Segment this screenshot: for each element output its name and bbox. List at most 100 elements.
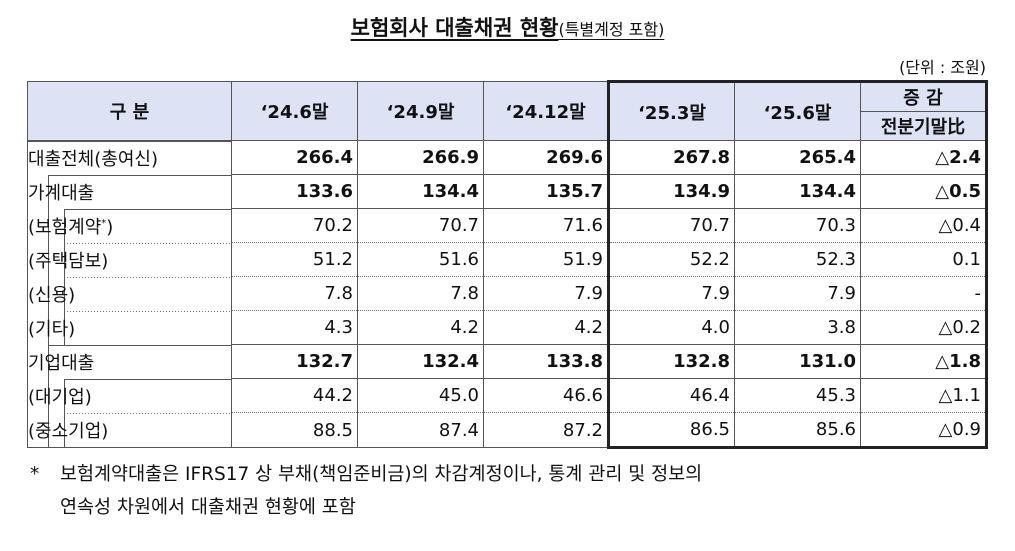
cell-period-0: 133.6 (231, 174, 358, 209)
footnote: * 보험계약대출은 IFRS17 상 부채(책임준비금)의 차감계정이나, 통계 … (30, 458, 1000, 524)
table-row: (대기업) 44.2 45.0 46.6 46.4 45.3 △1.1 (27, 378, 988, 413)
row-label: 대출전체(총여신) (27, 140, 232, 175)
cell-period-0: 266.4 (231, 140, 358, 175)
cell-period-2: 135.7 (483, 174, 609, 209)
cell-period-3: 52.2 (607, 242, 735, 277)
cell-change: △1.8 (860, 344, 988, 379)
cell-period-4: 70.3 (734, 208, 861, 243)
row-label: 기업대출 (27, 344, 232, 379)
cell-period-1: 45.0 (357, 378, 484, 413)
row-label-text: 대출전체(총여신) (28, 148, 158, 170)
table-row: (신용) 7.8 7.8 7.9 7.9 7.9- (27, 276, 988, 311)
unit-label: (단위 : 조원) (899, 58, 986, 77)
cell-period-1: 4.2 (357, 310, 484, 345)
cell-period-2: 51.9 (483, 242, 609, 277)
footnote-marker: * (30, 464, 40, 485)
cell-period-4: 134.4 (734, 174, 861, 209)
row-label: (주택담보) (27, 242, 232, 277)
cell-period-1: 132.4 (357, 344, 484, 379)
table-row: 기업대출 132.7 132.4 133.8 132.8 131.0 △1.8 (27, 344, 988, 379)
cell-period-2: 87.2 (483, 412, 609, 448)
row-label: (신용) (27, 276, 232, 311)
cell-period-3: 86.5 (607, 412, 735, 449)
row-label-text: (중소기업) (28, 420, 109, 442)
row-label: (기타) (27, 310, 232, 345)
row-label: 가계대출 (27, 174, 232, 209)
table-row: (기타) 4.3 4.2 4.2 4.0 3.8 △0.2 (27, 310, 988, 345)
row-label-text: (주택담보) (28, 250, 109, 272)
cell-period-3: 4.0 (607, 310, 735, 345)
footnote-ref: * (101, 217, 107, 229)
cell-change: △0.5 (860, 174, 988, 209)
row-label-text: (기타) (28, 318, 76, 340)
cell-period-4: 131.0 (734, 344, 861, 379)
header-change-sub: 전분기말比 (860, 111, 988, 141)
header-period-1: ‘24.9말 (357, 81, 484, 141)
table-row: (보험계약*) 70.2 70.7 71.6 70.7 70.3 △0.4 (27, 208, 988, 243)
cell-period-0: 51.2 (231, 242, 358, 277)
cell-change: △1.1 (860, 378, 988, 413)
cell-period-3: 7.9 (607, 276, 735, 311)
cell-change: △2.4 (860, 140, 988, 175)
title-main: 보험회사 대출채권 현황 (350, 16, 559, 40)
footnote-line-1: 보험계약대출은 IFRS17 상 부채(책임준비금)의 차감계정이나, 통계 관… (60, 464, 703, 485)
cell-period-2: 71.6 (483, 208, 609, 243)
cell-period-1: 51.6 (357, 242, 484, 277)
cell-change: △0.2 (860, 310, 988, 345)
row-label: (대기업) (27, 378, 232, 413)
cell-period-4: 7.9 (734, 276, 861, 311)
cell-period-1: 70.7 (357, 208, 484, 243)
header-period-2: ‘24.12말 (483, 81, 609, 141)
table-row: (주택담보) 51.2 51.6 51.9 52.2 52.3 0.1 (27, 242, 988, 277)
header-period-3: ‘25.3말 (607, 80, 735, 141)
cell-period-1: 134.4 (357, 174, 484, 209)
cell-period-0: 44.2 (231, 378, 358, 413)
cell-period-3: 46.4 (607, 378, 735, 413)
cell-period-1: 7.8 (357, 276, 484, 311)
table-row: 대출전체(총여신) 266.4 266.9 269.6 267.8 265.4 △2.4 (27, 140, 988, 175)
row-label-text: (보험계약 (28, 216, 102, 238)
cell-period-2: 7.9 (483, 276, 609, 311)
row-label-text: (신용) (28, 284, 76, 306)
row-label-text: 가계대출 (28, 182, 95, 204)
cell-period-4: 265.4 (734, 140, 861, 175)
cell-change: △0.9 (860, 412, 988, 449)
row-label-text: 기업대출 (28, 352, 95, 374)
title-sub: (특별계정 포함) (558, 20, 665, 39)
cell-change: - (860, 276, 988, 311)
row-label: (중소기업) (27, 412, 232, 448)
footnote-line-2: 연속성 차원에서 대출채권 현황에 포함 (60, 497, 356, 518)
cell-period-2: 133.8 (483, 344, 609, 379)
header-category: 구 분 (27, 81, 232, 141)
document-title: 보험회사 대출채권 현황(특별계정 포함) (0, 12, 1015, 42)
cell-period-2: 4.2 (483, 310, 609, 345)
cell-change: △0.4 (860, 208, 988, 243)
cell-period-4: 3.8 (734, 310, 861, 345)
table-row: 가계대출 133.6 134.4 135.7 134.9 134.4 △0.5 (27, 174, 988, 209)
cell-period-3: 267.8 (607, 140, 735, 175)
cell-period-3: 134.9 (607, 174, 735, 209)
cell-change: 0.1 (860, 242, 988, 277)
cell-period-3: 132.8 (607, 344, 735, 379)
row-label-suffix: ) (106, 216, 114, 238)
cell-period-0: 70.2 (231, 208, 358, 243)
cell-period-4: 52.3 (734, 242, 861, 277)
cell-period-4: 45.3 (734, 378, 861, 413)
cell-period-1: 87.4 (357, 412, 484, 448)
cell-period-0: 4.3 (231, 310, 358, 345)
cell-period-3: 70.7 (607, 208, 735, 243)
header-period-4: ‘25.6말 (734, 80, 861, 141)
cell-period-0: 7.8 (231, 276, 358, 311)
cell-period-0: 132.7 (231, 344, 358, 379)
header-period-0: ‘24.6말 (231, 81, 358, 141)
table-row: (중소기업) 88.5 87.4 87.2 86.5 85.6 △0.9 (27, 412, 988, 449)
row-label: (보험계약*) (27, 208, 232, 243)
cell-period-0: 88.5 (231, 412, 358, 448)
header-change: 증 감 (860, 80, 988, 112)
loan-receivables-table: 구 분 ‘24.6말 ‘24.9말 ‘24.12말 ‘25.3말 ‘25.6말 … (27, 80, 988, 449)
cell-period-4: 85.6 (734, 412, 861, 449)
cell-period-2: 269.6 (483, 140, 609, 175)
row-label-text: (대기업) (28, 386, 92, 408)
cell-period-1: 266.9 (357, 140, 484, 175)
cell-period-2: 46.6 (483, 378, 609, 413)
